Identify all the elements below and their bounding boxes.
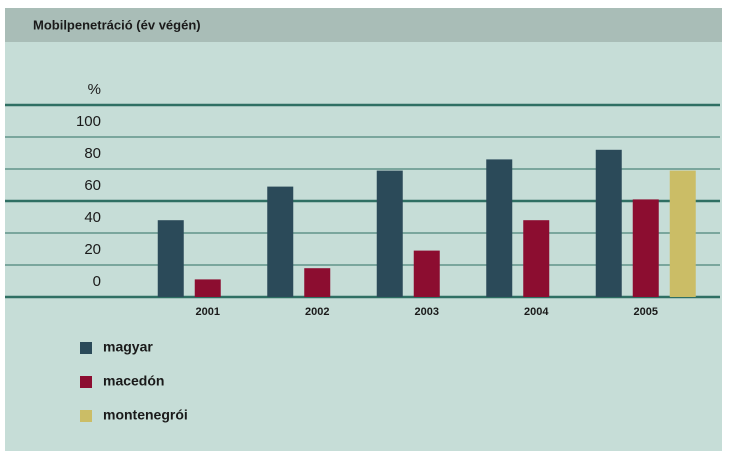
bar xyxy=(304,268,331,297)
y-tick-label: 100 xyxy=(76,113,101,130)
chart-title: Mobilpenetráció (év végén) xyxy=(33,17,201,32)
bar xyxy=(669,170,696,297)
y-tick-label: 80 xyxy=(84,145,101,162)
x-tick-label: 2001 xyxy=(196,306,220,318)
bar xyxy=(632,199,659,297)
legend-swatch xyxy=(80,342,92,354)
legend-swatch xyxy=(80,410,92,422)
y-tick-label: 0 xyxy=(93,273,101,290)
x-tick-label: 2003 xyxy=(415,306,439,318)
bar xyxy=(486,159,513,297)
x-tick-label: 2005 xyxy=(634,306,658,318)
y-axis-label: % xyxy=(88,81,101,98)
bar xyxy=(523,220,550,297)
y-tick-label: 60 xyxy=(84,177,101,194)
legend-label: macedón xyxy=(103,373,164,389)
bar xyxy=(157,220,184,297)
x-tick-label: 2004 xyxy=(524,306,549,318)
title-bar xyxy=(5,8,722,42)
bar xyxy=(413,250,440,297)
bar xyxy=(376,170,403,297)
legend-label: magyar xyxy=(103,339,153,355)
bar xyxy=(194,279,221,297)
x-tick-label: 2002 xyxy=(305,306,329,318)
legend-label: montenegrói xyxy=(103,407,188,423)
bar xyxy=(267,186,294,297)
bar xyxy=(595,149,622,297)
y-tick-label: 40 xyxy=(84,209,101,226)
legend-swatch xyxy=(80,376,92,388)
y-tick-label: 20 xyxy=(84,241,101,258)
